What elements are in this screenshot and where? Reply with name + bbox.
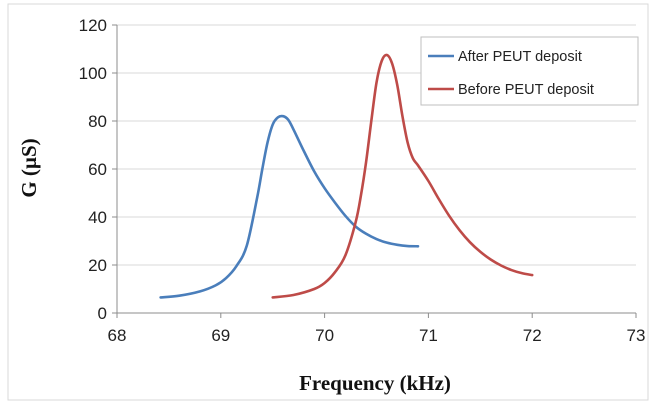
y-tick-label: 80 [88,112,107,131]
axes [112,24,637,318]
y-tick-label: 100 [79,64,107,83]
x-tick-label: 73 [627,326,646,345]
series-line-before-peut-deposit [271,53,534,299]
legend-label-after: After PEUT deposit [458,49,582,65]
x-tick-label: 70 [315,326,334,345]
data-series [159,53,534,299]
x-tick-label: 68 [108,326,127,345]
legend-box [420,36,639,106]
x-tick-label: 69 [211,326,230,345]
y-tick-label: 40 [88,208,107,227]
y-tick-label: 60 [88,160,107,179]
series-line-after-peut-deposit [159,114,420,299]
y-tick-label: 20 [88,256,107,275]
x-tick-label: 72 [523,326,542,345]
x-axis-title: Frequency (kHz) [299,371,451,395]
tick-labels: 0 20 40 60 80 100 120 68 69 70 71 72 73 [79,16,646,345]
y-axis-title: G (µS) [17,138,41,197]
legend: After PEUT deposit Before PEUT deposit [420,36,639,106]
x-tick-label: 71 [419,326,438,345]
y-tick-label: 120 [79,16,107,35]
legend-label-before: Before PEUT deposit [458,82,594,98]
gridlines [117,24,636,266]
y-tick-label: 0 [98,304,107,323]
